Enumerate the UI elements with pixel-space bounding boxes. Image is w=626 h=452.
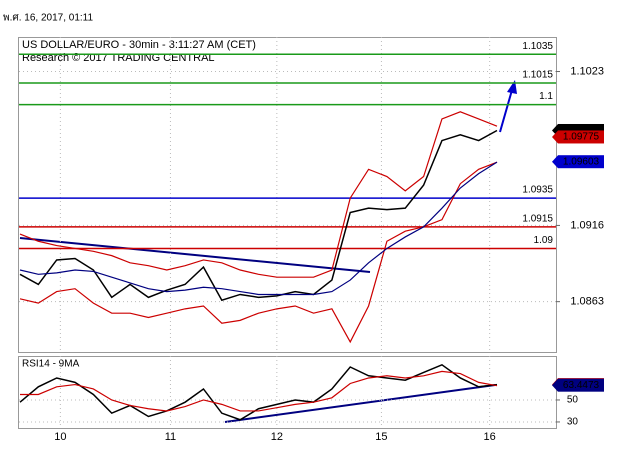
price-tag <box>558 155 604 169</box>
projection-arrow <box>499 89 513 133</box>
level-label: 1.09 <box>534 235 554 246</box>
series-line <box>19 111 498 278</box>
series-line <box>19 363 498 421</box>
date-header: พ.ศ. 16, 2017, 01:11 <box>3 13 93 24</box>
level-label: 1.0935 <box>522 185 553 196</box>
x-tick-label: 11 <box>165 431 176 443</box>
price-tag-pointer <box>552 130 558 144</box>
y-tick-label: 50 <box>567 395 579 406</box>
level-label: 1.1015 <box>522 70 553 81</box>
series-line <box>19 161 498 344</box>
y-tick-label: 1.1023 <box>570 65 604 77</box>
series-line <box>19 161 498 296</box>
level-label: 1.1035 <box>522 41 553 52</box>
rsi-title: RSI14 - 9MA <box>22 359 80 370</box>
level-label: 1.1 <box>539 91 553 102</box>
level-label: 1.0915 <box>522 214 553 225</box>
x-tick-label: 15 <box>375 431 387 443</box>
x-tick-label: 12 <box>271 431 283 443</box>
price-tag-label: 1.09775 <box>563 132 600 143</box>
price-tag-pointer <box>552 378 558 392</box>
price-tag-label: 63.4473 <box>563 380 600 391</box>
chart-title: US DOLLAR/EURO - 30min - 3:11:27 AM (CET… <box>22 39 256 51</box>
trendline <box>19 237 371 273</box>
x-tick-label: 16 <box>484 431 496 443</box>
y-tick-label: 1.0916 <box>570 219 604 231</box>
price-tag <box>558 378 604 392</box>
y-tick-label: 30 <box>567 417 579 428</box>
x-tick-label: 10 <box>54 431 66 443</box>
series-line <box>20 370 498 412</box>
rsi-trendline <box>224 384 496 423</box>
price-panel <box>18 37 557 353</box>
price-tag-pointer <box>552 155 558 169</box>
rsi-panel <box>18 356 557 429</box>
price-tag <box>558 130 604 144</box>
price-tag-label: 1.09603 <box>563 156 600 167</box>
y-tick-label: 1.0863 <box>570 296 604 308</box>
series-line <box>19 129 498 302</box>
